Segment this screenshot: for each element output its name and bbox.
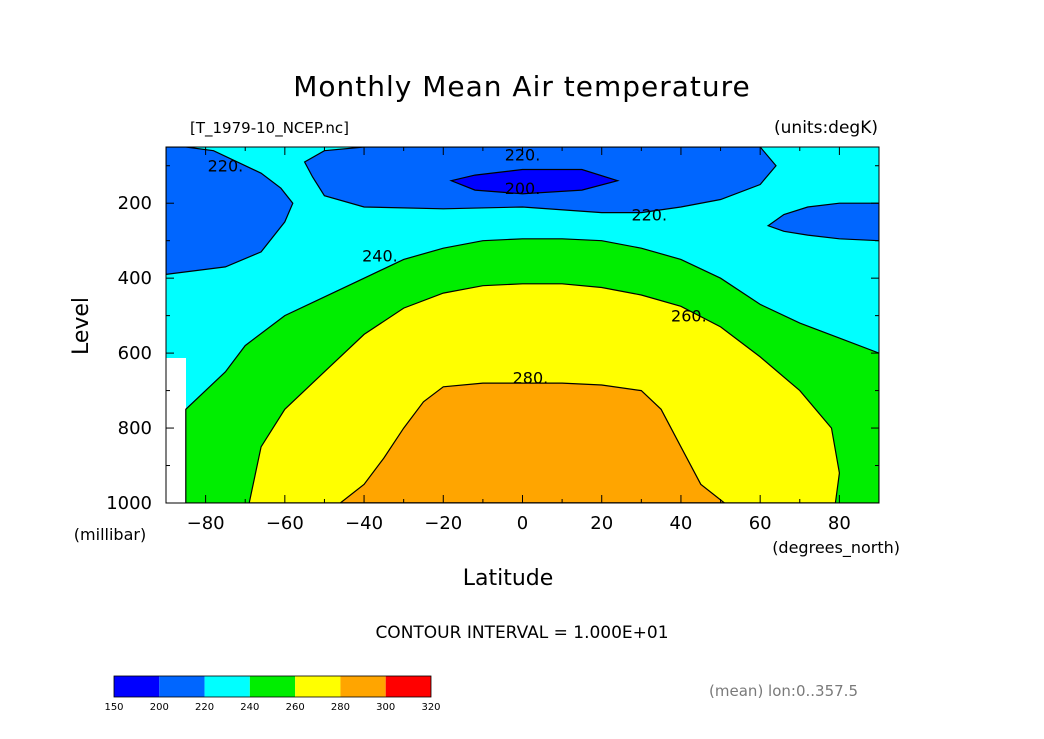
colorbar-swatch-3: [249, 676, 296, 697]
x-tick-label-1: −60: [266, 513, 304, 534]
contour-line-1: [185, 238, 879, 503]
colorbar-label-5: 280: [331, 702, 350, 713]
colorbar-frame: [113, 675, 432, 698]
contour-region-200-220-6: [768, 203, 879, 241]
contour-label-4: 240.: [362, 247, 398, 266]
contour-line-3: [339, 382, 726, 503]
footer-note: (mean) lon:0..357.5: [709, 682, 858, 700]
contour-region-150-200-7: [451, 169, 618, 194]
y-tick-label-0: 200: [118, 193, 152, 214]
x-tick-label-7: 60: [749, 513, 772, 534]
x-tick-label-5: 20: [590, 513, 613, 534]
contour-interval-text: CONTOUR INTERVAL = 1.000E+01: [375, 623, 668, 643]
x-axis-label: Latitude: [463, 566, 554, 591]
y-axis: 200 400 600 800 1000: [106, 165, 879, 514]
contour-line-6: [766, 202, 879, 242]
colorbar-swatch-1: [159, 676, 205, 697]
missing-data-area: [166, 358, 186, 503]
colorbar-swatch-4: [295, 676, 341, 697]
colorbar-label-3: 240: [240, 702, 259, 713]
x-axis-units: (degrees_north): [772, 538, 900, 558]
contour-label-3: 220.: [631, 205, 667, 224]
colorbar-label-0: 150: [104, 702, 123, 713]
y-tick-label-1: 400: [118, 268, 152, 289]
chart-subtitle-right: (units:degK): [774, 118, 878, 138]
contour-line-layer: [166, 147, 879, 503]
colorbar-swatch-6: [385, 676, 431, 697]
x-axis: −80 −60 −40 −20 0 20 40 60 80: [165, 147, 880, 534]
x-tick-label-0: −80: [187, 513, 225, 534]
contour-fill-layer: [166, 147, 879, 503]
contour-line-7: [449, 168, 620, 195]
contour-label-5: 260.: [671, 307, 707, 326]
colorbar-label-4: 260: [286, 702, 305, 713]
contour-label-2: 200.: [505, 179, 541, 198]
colorbar-label-6: 300: [376, 702, 395, 713]
y-tick-label-3: 800: [118, 418, 152, 439]
y-axis-label: Level: [69, 297, 94, 355]
x-tick-label-8: 80: [828, 513, 851, 534]
contour-label-6: 280.: [513, 368, 549, 387]
colorbar-label-7: 320: [421, 702, 440, 713]
colorbar: 150 200 220 240 260 280 300 320: [104, 675, 441, 713]
y-tick-label-4: 1000: [106, 493, 152, 514]
colorbar-label-1: 200: [150, 702, 169, 713]
contour-line-4: [166, 147, 294, 276]
x-tick-label-4: 0: [517, 513, 528, 534]
chart-title: Monthly Mean Air temperature: [293, 70, 751, 103]
contour-region-200-220-4: [166, 147, 293, 275]
colorbar-label-2: 220: [195, 702, 214, 713]
colorbar-swatch-0: [114, 676, 160, 697]
x-tick-label-6: 40: [669, 513, 692, 534]
contour-label-0: 220.: [208, 157, 244, 176]
x-tick-label-3: −20: [424, 513, 462, 534]
chart-subtitle-left: [T_1979-10_NCEP.nc]: [190, 119, 349, 138]
contour-line-2: [248, 283, 841, 503]
colorbar-swatch-2: [204, 676, 250, 697]
contour-label-layer: 220.220.200.220.240.260.280.: [208, 145, 707, 387]
contour-line-5: [303, 147, 777, 214]
y-axis-units: (millibar): [74, 525, 146, 544]
x-tick-label-2: −40: [345, 513, 383, 534]
colorbar-swatch-5: [340, 676, 386, 697]
contour-region-280-300-3: [340, 383, 725, 503]
y-tick-label-2: 600: [118, 343, 152, 364]
